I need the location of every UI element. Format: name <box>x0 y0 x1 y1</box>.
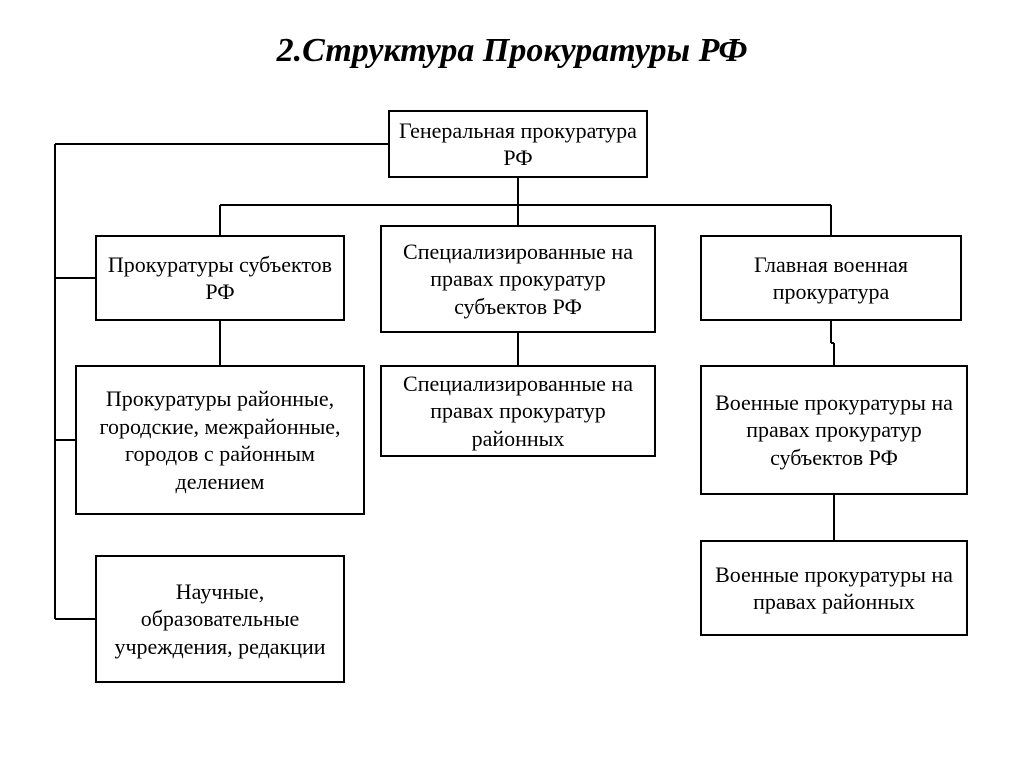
node-general-prosecutor: Генеральная прокуратура РФ <box>388 110 648 178</box>
node-specialized-district: Специализированные на правах прокуратур … <box>380 365 656 457</box>
node-military-district: Военные прокуратуры на правах районных <box>700 540 968 636</box>
node-science-education: Научные, образовательные учреждения, ред… <box>95 555 345 683</box>
node-specialized-subjects: Специализированные на правах прокуратур … <box>380 225 656 333</box>
node-military-subjects: Военные прокуратуры на правах прокуратур… <box>700 365 968 495</box>
node-district-prosecutor: Прокуратуры районные, городские, межрайо… <box>75 365 365 515</box>
node-military-main: Главная военная прокуратура <box>700 235 962 321</box>
page-title: 2.Структура Прокуратуры РФ <box>0 0 1024 90</box>
node-subjects-prosecutor: Прокуратуры субъектов РФ <box>95 235 345 321</box>
